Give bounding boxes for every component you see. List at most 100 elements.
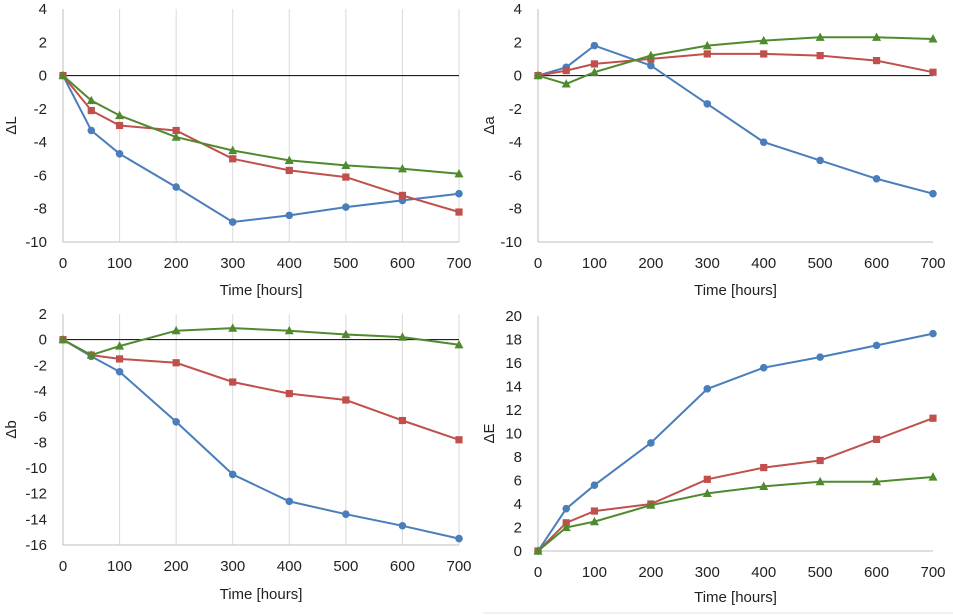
data-point — [228, 218, 237, 226]
y-tick-label: -4 — [34, 383, 47, 400]
data-point — [115, 121, 124, 130]
x-tick-label: 500 — [333, 558, 358, 575]
data-point — [589, 516, 599, 526]
y-tick-label: 4 — [514, 1, 522, 18]
x-tick-label: 600 — [864, 564, 889, 581]
y-tick-label: 4 — [39, 1, 47, 18]
data-point — [342, 510, 350, 518]
data-point — [928, 34, 938, 43]
data-point — [562, 504, 571, 513]
data-point — [341, 160, 351, 170]
data-point — [590, 41, 599, 50]
x-tick-label: 400 — [751, 564, 776, 581]
data-point — [455, 189, 463, 198]
data-point — [759, 138, 768, 146]
x-tick-label: 600 — [390, 558, 415, 575]
series-line-2 — [62, 74, 460, 213]
y-tick-label: 20 — [505, 308, 522, 325]
y-tick-label: -10 — [25, 234, 47, 251]
data-point — [816, 353, 824, 361]
y-tick-label: -10 — [500, 234, 522, 251]
data-point — [228, 323, 238, 332]
y-tick-label: -6 — [34, 167, 47, 184]
data-point — [115, 149, 124, 158]
x-tick-label: 100 — [582, 255, 607, 272]
y-tick-label: -6 — [509, 167, 522, 184]
data-point — [816, 456, 824, 465]
data-point — [398, 521, 407, 530]
data-point — [397, 332, 407, 341]
data-point — [454, 340, 464, 349]
data-point — [58, 70, 68, 80]
data-point — [398, 191, 407, 199]
data-point — [872, 476, 882, 486]
data-point — [115, 355, 124, 363]
x-tick-label: 0 — [59, 255, 67, 272]
data-point — [285, 389, 293, 398]
y-axis-title: ΔL — [3, 116, 20, 134]
chart-delta-b: -16 -14 -12 -10 -8 -6 -4 -2 0 2 0 100 200 300 400 500 60… — [3, 306, 472, 603]
y-tick-label: 0 — [514, 543, 522, 560]
data-point — [646, 500, 656, 509]
data-point — [455, 534, 463, 543]
y-tick-label: 0 — [39, 68, 47, 85]
data-point — [455, 208, 463, 216]
chart-delta-a: -10 -8 -6 -4 -2 0 2 4 0 100 200 300 400 500 600 700 Time… — [481, 1, 946, 299]
data-point — [86, 350, 96, 359]
x-tick-label: 200 — [164, 558, 189, 575]
data-point — [703, 385, 712, 393]
y-tick-label: 2 — [514, 34, 522, 51]
data-point — [815, 476, 825, 486]
x-tick-label: 500 — [333, 255, 358, 272]
y-tick-label: 12 — [505, 402, 522, 419]
data-point — [341, 329, 351, 339]
y-tick-label: -14 — [25, 511, 47, 528]
data-point — [58, 334, 68, 344]
x-tick-label: 0 — [59, 558, 67, 575]
data-point — [454, 168, 464, 178]
y-tick-label: 14 — [505, 379, 522, 396]
x-tick-label: 300 — [220, 255, 245, 272]
y-tick-label: 18 — [505, 332, 522, 349]
y-axis-title: ΔE — [481, 423, 498, 443]
y-tick-label: 0 — [514, 68, 522, 85]
data-point — [702, 40, 712, 50]
data-point — [398, 416, 407, 425]
x-tick-label: 300 — [695, 564, 720, 581]
x-tick-label: 700 — [920, 564, 945, 581]
data-point — [87, 106, 95, 115]
x-axis-title: Time [hours] — [220, 282, 303, 299]
data-point — [760, 463, 768, 472]
y-tick-label: -8 — [509, 201, 522, 218]
x-tick-label: 700 — [920, 255, 945, 272]
data-point — [872, 56, 881, 65]
data-point — [759, 35, 769, 45]
data-point — [647, 439, 655, 447]
data-point — [647, 61, 655, 70]
data-point — [228, 145, 238, 155]
x-tick-label: 500 — [808, 255, 833, 272]
y-tick-label: 2 — [39, 34, 47, 51]
y-tick-label: -2 — [509, 101, 522, 118]
data-point — [759, 481, 769, 490]
data-point — [646, 50, 656, 60]
data-point — [115, 341, 125, 350]
y-tick-label: -10 — [25, 460, 47, 477]
y-tick-label: -2 — [34, 357, 47, 374]
data-point — [929, 68, 937, 76]
y-tick-label: -2 — [34, 101, 47, 118]
data-point — [87, 126, 96, 135]
data-point — [929, 189, 937, 198]
y-tick-label: 0 — [39, 332, 47, 349]
data-point — [561, 522, 571, 532]
data-point — [929, 329, 937, 338]
y-axis-title: Δa — [481, 116, 498, 135]
data-point — [561, 79, 571, 88]
data-point — [229, 155, 237, 163]
data-point — [703, 50, 711, 58]
y-tick-label: 2 — [39, 306, 47, 323]
data-point — [284, 155, 294, 165]
data-point — [816, 52, 824, 60]
y-tick-label: 10 — [505, 426, 522, 443]
x-tick-label: 300 — [220, 558, 245, 575]
